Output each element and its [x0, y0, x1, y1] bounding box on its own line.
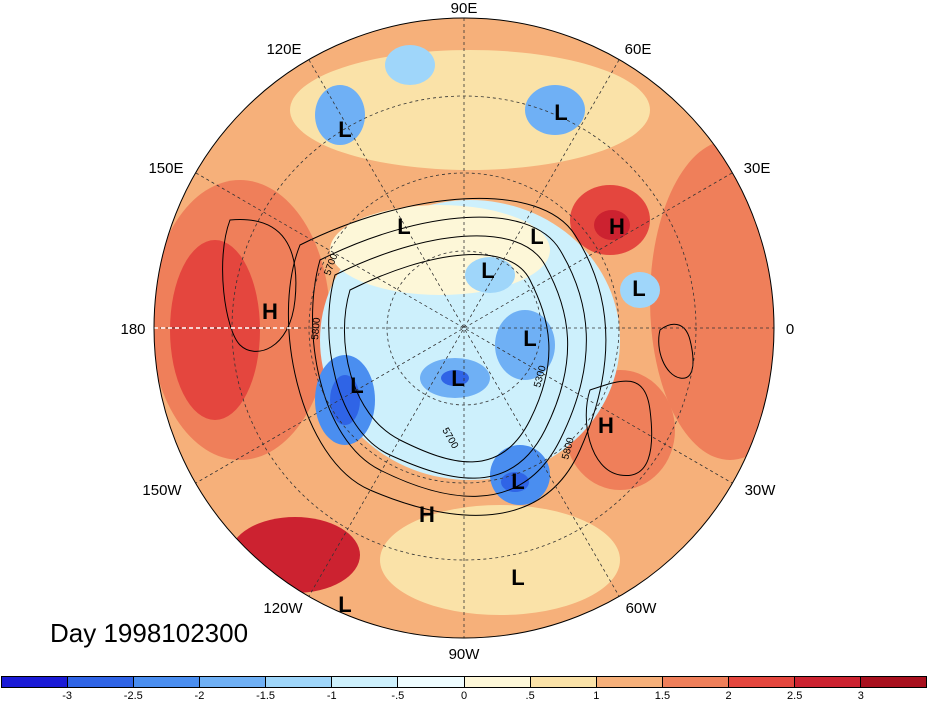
high-marker: H: [262, 299, 278, 324]
colorbar-tick-label: 1.5: [654, 690, 671, 702]
colorbar: [1, 676, 927, 688]
colorbar-tick-label: 2.5: [787, 690, 803, 702]
colorbar-tick-label: -2.5: [123, 690, 143, 702]
colorbar-segment: [530, 677, 597, 687]
colorbar-segment: [662, 677, 729, 687]
lon-label: 120E: [266, 41, 301, 58]
low-marker: L: [451, 366, 464, 391]
lon-label: 60E: [625, 41, 652, 58]
colorbar-segment: [794, 677, 862, 687]
low-marker: L: [511, 565, 524, 590]
graticule: [154, 18, 774, 638]
high-marker: H: [419, 502, 435, 527]
longitude-labels: 90E 60E 30E 0 30W 60W 90W 120W 150W 180 …: [120, 0, 794, 663]
lon-label: 150E: [148, 160, 183, 177]
colorbar-segment: [596, 677, 663, 687]
colorbar-tick-label: 0: [460, 690, 468, 702]
lon-label: 0: [786, 321, 794, 338]
lon-label: 90E: [451, 0, 478, 17]
lon-label: 30W: [745, 482, 777, 499]
low-marker: L: [481, 258, 494, 283]
lon-label: 30E: [744, 160, 771, 177]
lon-label: 180: [120, 321, 145, 338]
colorbar-segment: [464, 677, 531, 687]
low-marker: L: [554, 100, 567, 125]
colorbar-tick-label: -2: [194, 690, 205, 702]
colorbar-tick-label: 2: [725, 690, 732, 702]
anomaly-field: [154, 18, 774, 638]
colorbar-segment: [200, 677, 267, 687]
low-marker: L: [511, 469, 524, 494]
lon-label: 60W: [626, 600, 658, 617]
colorbar-tick-label: 1: [593, 690, 600, 702]
contour-label: 5800: [310, 317, 323, 341]
colorbar-tick-label: -1.5: [256, 690, 276, 702]
low-marker: L: [350, 373, 363, 398]
colorbar-segment: [861, 677, 927, 687]
low-marker: L: [338, 592, 351, 617]
height-contours: [222, 197, 694, 516]
colorbar-segment: [728, 677, 795, 687]
low-marker: L: [632, 276, 645, 301]
lon-label: 150W: [142, 482, 182, 499]
low-marker: L: [338, 117, 351, 142]
high-marker: H: [609, 214, 625, 239]
colorbar-tick-label: -.5: [391, 690, 405, 702]
low-marker: L: [523, 326, 536, 351]
colorbar-tick-label: -3: [62, 690, 73, 702]
low-marker: L: [397, 214, 410, 239]
low-marker: L: [530, 224, 543, 249]
colorbar-tick-label: .5: [525, 690, 535, 702]
colorbar-segment: [2, 677, 69, 687]
high-marker: H: [598, 413, 614, 438]
lon-label: 90W: [449, 646, 481, 663]
lon-label: 120W: [263, 600, 303, 617]
day-title: Day 1998102300: [50, 618, 249, 648]
pressure-centers: L L L L H L L H L L L L H H L L: [262, 100, 646, 617]
colorbar-segment: [68, 677, 135, 687]
colorbar-segment: [266, 677, 333, 687]
colorbar-tick-label: -1: [326, 690, 337, 702]
colorbar-tick-label: 3: [857, 690, 864, 702]
colorbar-segment: [134, 677, 201, 687]
colorbar-segment: [398, 677, 465, 687]
map-boundary: [153, 17, 775, 639]
colorbar-segment: [332, 677, 399, 687]
